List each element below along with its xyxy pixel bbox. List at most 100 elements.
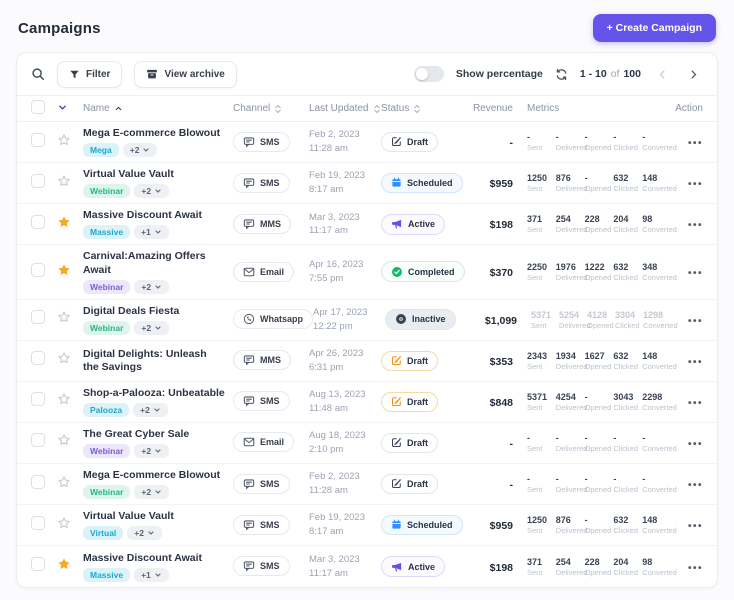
column-header-channel[interactable]: Channel [233,103,309,114]
column-header-name[interactable]: Name [83,103,233,114]
row-checkbox[interactable] [31,214,45,229]
tag-more-dropdown[interactable]: +2 [134,279,170,294]
channel-label: SMS [260,136,280,147]
select-all-checkbox[interactable] [31,100,45,114]
star-icon[interactable] [57,174,71,188]
tag-more-dropdown[interactable]: +2 [127,526,162,541]
campaign-name[interactable]: Virtual Value Vault [83,168,174,181]
row-checkbox[interactable] [31,173,45,188]
campaign-name[interactable]: The Great Cyber Sale [83,427,190,440]
row-checkbox[interactable] [31,392,45,407]
tag-more-dropdown[interactable]: +1 [134,567,169,582]
row-actions-menu-icon[interactable]: ••• [687,521,703,533]
star-icon[interactable] [57,351,71,365]
chat-icon [243,395,255,407]
star-icon[interactable] [57,263,71,277]
metric-sent: - Sent [527,132,543,153]
metric-clicked: 632 Clicked [613,173,638,194]
revenue-value: $198 [489,219,513,232]
prev-page-icon[interactable] [653,67,672,82]
channel-chip: SMS [233,391,290,412]
tag-more-dropdown[interactable]: +2 [122,143,158,158]
chevron-down-icon [153,406,161,414]
calendar-icon [391,177,402,188]
metric-converted: 98 Converted [642,214,677,235]
star-icon[interactable] [57,215,71,229]
table-row: Massive Discount Await Massive +1 MMS Mar… [17,204,717,246]
row-checkbox[interactable] [31,515,45,530]
row-actions-menu-icon[interactable]: ••• [687,356,703,368]
create-campaign-button[interactable]: + Create Campaign [592,14,716,42]
tag-more-dropdown[interactable]: +2 [134,184,170,199]
campaign-name[interactable]: Mega E-commerce Blowout [83,127,221,139]
campaign-name[interactable]: Carnival:Amazing Offers Await [83,250,206,276]
campaign-name[interactable]: Virtual Value Vault [83,510,174,523]
status-badge: Draft [381,350,439,371]
next-page-icon[interactable] [684,67,703,82]
search-icon[interactable] [31,67,45,81]
table-row: The Great Cyber Sale Webinar +2 Email Aug… [17,423,717,464]
channel-chip: SMS [233,514,290,535]
tag-more-dropdown[interactable]: +1 [134,225,169,240]
star-icon[interactable] [57,516,71,530]
star-icon[interactable] [57,133,71,147]
select-menu-chevron-down-icon[interactable] [57,102,68,113]
row-actions-menu-icon[interactable]: ••• [687,179,703,191]
column-header-last-updated[interactable]: Last Updated [309,103,381,114]
metric-delivered: 1976 Delivered [555,262,588,282]
row-checkbox[interactable] [31,474,45,489]
campaign-name[interactable]: Massive Discount Await [83,209,203,222]
channel-chip: Whatsapp [233,309,314,330]
metric-clicked: - Clicked [613,474,638,495]
row-actions-menu-icon[interactable]: ••• [687,397,703,409]
tag-more-dropdown[interactable]: +2 [134,320,170,335]
refresh-icon[interactable] [555,68,568,81]
row-actions-menu-icon[interactable]: ••• [687,138,703,150]
star-icon[interactable] [57,433,71,447]
row-checkbox[interactable] [31,310,45,325]
star-icon[interactable] [57,475,71,489]
metric-sent: 371 Sent [527,556,543,577]
row-checkbox[interactable] [31,433,45,448]
campaign-name[interactable]: Shop-a-Palooza: Unbeatable [83,386,225,399]
chevron-down-icon [154,571,162,579]
campaign-name[interactable]: Digital Delights: Unleash the Savings [83,347,207,373]
tag-more-dropdown[interactable]: +2 [133,402,168,417]
status-label: Draft [407,437,429,448]
show-percentage-toggle[interactable] [413,66,444,82]
view-archive-button[interactable]: View archive [134,60,237,88]
chevron-down-icon [142,146,150,154]
row-actions-menu-icon[interactable]: ••• [687,220,703,232]
star-icon[interactable] [57,310,71,324]
row-checkbox[interactable] [31,557,45,572]
campaign-name[interactable]: Digital Deals Fiesta [83,304,180,317]
row-actions-menu-icon[interactable]: ••• [687,438,703,450]
row-actions-menu-icon[interactable]: ••• [687,315,703,327]
archive-icon [146,68,158,80]
tag-more-dropdown[interactable]: +2 [134,485,170,500]
metric-converted: - Converted [642,432,677,453]
sort-icon [413,104,421,114]
row-actions-menu-icon[interactable]: ••• [687,268,703,279]
row-checkbox[interactable] [31,132,45,147]
chat-icon [243,136,255,148]
metrics-group: - Sent - Delivered - Opened - Clicked - … [517,432,677,453]
metric-clicked: 3043 Clicked [613,391,638,412]
star-icon[interactable] [57,557,71,571]
column-header-status[interactable]: Status [381,103,471,114]
campaign-name[interactable]: Mega E-commerce Blowout [83,469,221,481]
star-icon[interactable] [57,392,71,406]
channel-label: Email [260,437,285,448]
row-checkbox[interactable] [31,262,45,277]
filter-button[interactable]: Filter [57,60,123,88]
row-actions-menu-icon[interactable]: ••• [687,562,703,574]
tag-more-dropdown[interactable]: +2 [134,444,170,458]
table-row: Virtual Value Vault Webinar +2 SMS Feb 19… [17,163,717,205]
filter-icon [69,69,80,80]
table-header: Name Channel Last Updated Status Revenue… [17,95,717,122]
channel-label: MMS [260,355,281,366]
row-checkbox[interactable] [31,351,45,366]
chevron-down-icon [154,447,162,455]
row-actions-menu-icon[interactable]: ••• [687,480,703,492]
campaign-name[interactable]: Massive Discount Await [83,551,203,564]
